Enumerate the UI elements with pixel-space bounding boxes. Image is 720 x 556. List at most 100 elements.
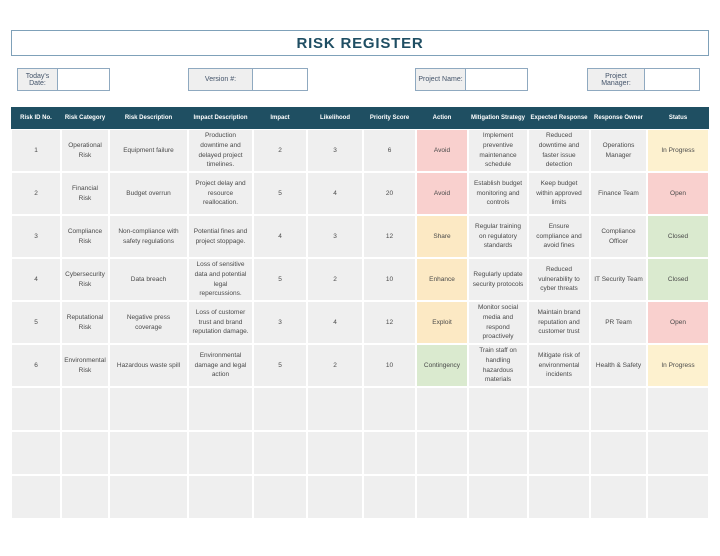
cell-mitigation[interactable]: Establish budget monitoring and controls bbox=[468, 172, 528, 215]
cell-impact[interactable]: 5 bbox=[253, 258, 307, 301]
cell-expected-response[interactable]: Keep budget within approved limits bbox=[528, 172, 590, 215]
cell-impact-description[interactable]: Potential fines and project stoppage. bbox=[188, 215, 253, 258]
cell-mitigation[interactable]: Regularly update security protocols bbox=[468, 258, 528, 301]
cell-category[interactable]: Compliance Risk bbox=[61, 215, 109, 258]
cell-description[interactable]: Negative press coverage bbox=[109, 301, 188, 344]
cell-risk-id[interactable]: 1 bbox=[11, 129, 61, 172]
cell-empty[interactable] bbox=[590, 431, 647, 475]
cell-mitigation[interactable]: Regular training on regulatory standards bbox=[468, 215, 528, 258]
cell-owner[interactable]: Compliance Officer bbox=[590, 215, 647, 258]
cell-status[interactable]: Closed bbox=[647, 215, 709, 258]
cell-impact-description[interactable]: Environmental damage and legal action bbox=[188, 344, 253, 387]
cell-description[interactable]: Equipment failure bbox=[109, 129, 188, 172]
cell-status[interactable]: Open bbox=[647, 172, 709, 215]
cell-expected-response[interactable]: Ensure compliance and avoid fines bbox=[528, 215, 590, 258]
cell-action[interactable]: Enhance bbox=[416, 258, 468, 301]
cell-impact[interactable]: 5 bbox=[253, 344, 307, 387]
cell-likelihood[interactable]: 3 bbox=[307, 215, 363, 258]
cell-owner[interactable]: Finance Team bbox=[590, 172, 647, 215]
cell-status[interactable]: In Progress bbox=[647, 129, 709, 172]
cell-empty[interactable] bbox=[188, 387, 253, 431]
cell-owner[interactable]: IT Security Team bbox=[590, 258, 647, 301]
cell-mitigation[interactable]: Train staff on handling hazardous materi… bbox=[468, 344, 528, 387]
cell-category[interactable]: Environmental Risk bbox=[61, 344, 109, 387]
cell-empty[interactable] bbox=[647, 431, 709, 475]
cell-description[interactable]: Non-compliance with safety regulations bbox=[109, 215, 188, 258]
cell-priority-score[interactable]: 12 bbox=[363, 301, 416, 344]
cell-empty[interactable] bbox=[109, 431, 188, 475]
cell-empty[interactable] bbox=[11, 475, 61, 519]
cell-impact-description[interactable]: Loss of sensitive data and potential leg… bbox=[188, 258, 253, 301]
cell-empty[interactable] bbox=[528, 475, 590, 519]
cell-owner[interactable]: PR Team bbox=[590, 301, 647, 344]
cell-category[interactable]: Reputational Risk bbox=[61, 301, 109, 344]
cell-empty[interactable] bbox=[307, 431, 363, 475]
cell-owner[interactable]: Operations Manager bbox=[590, 129, 647, 172]
cell-likelihood[interactable]: 3 bbox=[307, 129, 363, 172]
cell-empty[interactable] bbox=[11, 431, 61, 475]
cell-empty[interactable] bbox=[468, 475, 528, 519]
cell-empty[interactable] bbox=[363, 431, 416, 475]
cell-expected-response[interactable]: Mitigate risk of environmental incidents bbox=[528, 344, 590, 387]
cell-risk-id[interactable]: 6 bbox=[11, 344, 61, 387]
cell-description[interactable]: Budget overrun bbox=[109, 172, 188, 215]
cell-empty[interactable] bbox=[416, 431, 468, 475]
cell-priority-score[interactable]: 10 bbox=[363, 258, 416, 301]
cell-empty[interactable] bbox=[61, 387, 109, 431]
cell-empty[interactable] bbox=[528, 387, 590, 431]
cell-empty[interactable] bbox=[590, 387, 647, 431]
version-input[interactable] bbox=[253, 69, 307, 90]
cell-empty[interactable] bbox=[253, 475, 307, 519]
cell-empty[interactable] bbox=[647, 475, 709, 519]
cell-action[interactable]: Exploit bbox=[416, 301, 468, 344]
cell-impact-description[interactable]: Project delay and resource reallocation. bbox=[188, 172, 253, 215]
cell-likelihood[interactable]: 2 bbox=[307, 344, 363, 387]
cell-status[interactable]: Closed bbox=[647, 258, 709, 301]
cell-empty[interactable] bbox=[253, 431, 307, 475]
cell-empty[interactable] bbox=[363, 387, 416, 431]
cell-empty[interactable] bbox=[416, 475, 468, 519]
cell-mitigation[interactable]: Monitor social media and respond proacti… bbox=[468, 301, 528, 344]
cell-expected-response[interactable]: Maintain brand reputation and customer t… bbox=[528, 301, 590, 344]
todays-date-input[interactable] bbox=[58, 69, 109, 90]
cell-category[interactable]: Operational Risk bbox=[61, 129, 109, 172]
cell-priority-score[interactable]: 10 bbox=[363, 344, 416, 387]
cell-empty[interactable] bbox=[188, 431, 253, 475]
cell-risk-id[interactable]: 5 bbox=[11, 301, 61, 344]
cell-status[interactable]: Open bbox=[647, 301, 709, 344]
cell-action[interactable]: Avoid bbox=[416, 172, 468, 215]
cell-impact[interactable]: 4 bbox=[253, 215, 307, 258]
cell-empty[interactable] bbox=[590, 475, 647, 519]
cell-category[interactable]: Financial Risk bbox=[61, 172, 109, 215]
cell-empty[interactable] bbox=[109, 475, 188, 519]
cell-empty[interactable] bbox=[61, 431, 109, 475]
cell-empty[interactable] bbox=[647, 387, 709, 431]
cell-impact[interactable]: 5 bbox=[253, 172, 307, 215]
cell-expected-response[interactable]: Reduced vulnerability to cyber threats bbox=[528, 258, 590, 301]
cell-impact-description[interactable]: Production downtime and delayed project … bbox=[188, 129, 253, 172]
cell-description[interactable]: Hazardous waste spill bbox=[109, 344, 188, 387]
cell-impact[interactable]: 2 bbox=[253, 129, 307, 172]
cell-impact[interactable]: 3 bbox=[253, 301, 307, 344]
cell-empty[interactable] bbox=[416, 387, 468, 431]
cell-empty[interactable] bbox=[307, 387, 363, 431]
cell-owner[interactable]: Health & Safety bbox=[590, 344, 647, 387]
cell-empty[interactable] bbox=[468, 387, 528, 431]
project-manager-input[interactable] bbox=[645, 69, 699, 90]
cell-mitigation[interactable]: Implement preventive maintenance schedul… bbox=[468, 129, 528, 172]
cell-empty[interactable] bbox=[307, 475, 363, 519]
cell-action[interactable]: Share bbox=[416, 215, 468, 258]
cell-empty[interactable] bbox=[528, 431, 590, 475]
cell-priority-score[interactable]: 12 bbox=[363, 215, 416, 258]
cell-empty[interactable] bbox=[61, 475, 109, 519]
cell-risk-id[interactable]: 2 bbox=[11, 172, 61, 215]
cell-expected-response[interactable]: Reduced downtime and faster issue detect… bbox=[528, 129, 590, 172]
cell-status[interactable]: In Progress bbox=[647, 344, 709, 387]
cell-empty[interactable] bbox=[188, 475, 253, 519]
cell-risk-id[interactable]: 4 bbox=[11, 258, 61, 301]
cell-empty[interactable] bbox=[109, 387, 188, 431]
cell-action[interactable]: Contingency bbox=[416, 344, 468, 387]
cell-category[interactable]: Cybersecurity Risk bbox=[61, 258, 109, 301]
cell-likelihood[interactable]: 4 bbox=[307, 301, 363, 344]
cell-priority-score[interactable]: 6 bbox=[363, 129, 416, 172]
